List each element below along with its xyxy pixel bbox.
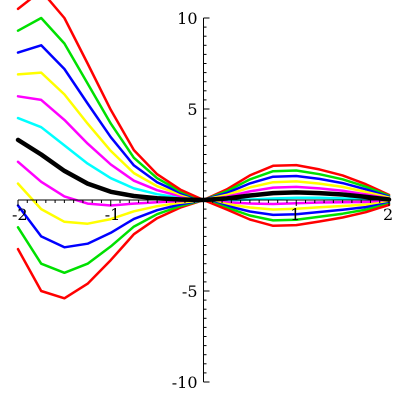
y-tick-label: 5 bbox=[187, 100, 197, 119]
x-tick-label: -2 bbox=[12, 205, 28, 224]
x-minor-ticks bbox=[17, 200, 390, 206]
y-tick-label: -10 bbox=[172, 373, 198, 392]
y-tick-label: 10 bbox=[177, 9, 197, 28]
tick-labels: -2 -1 1 2 10 5 -5 -10 bbox=[12, 9, 393, 392]
x-tick-label: 1 bbox=[290, 205, 300, 224]
y-minor-ticks bbox=[203, 17, 210, 383]
x-tick-label: 2 bbox=[383, 205, 393, 224]
x-tick-label: -1 bbox=[105, 205, 121, 224]
axes bbox=[17, 17, 390, 383]
y-tick-label: -5 bbox=[182, 282, 198, 301]
